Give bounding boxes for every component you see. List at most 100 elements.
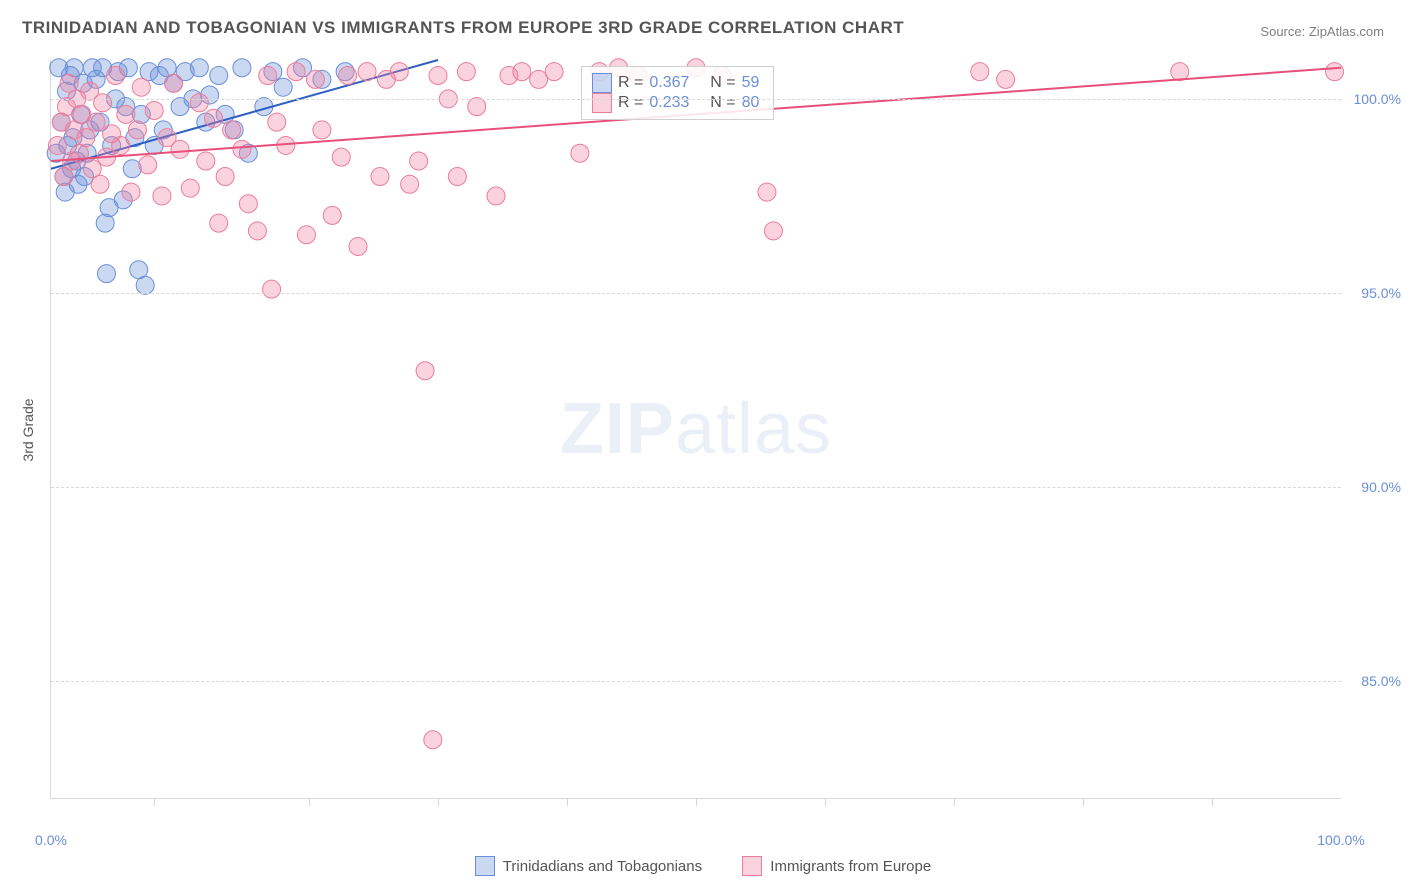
scatter-point: [1171, 63, 1189, 81]
gridline: [51, 293, 1341, 294]
scatter-chart: [51, 60, 1341, 798]
scatter-point: [233, 59, 251, 77]
scatter-point: [1326, 63, 1344, 81]
n-label: N =: [710, 94, 735, 112]
n-value-trinidad: 59: [742, 74, 760, 92]
legend-label-europe: Immigrants from Europe: [770, 858, 931, 875]
y-tick-label: 90.0%: [1346, 479, 1401, 495]
scatter-point: [457, 63, 475, 81]
gridline: [51, 487, 1341, 488]
scatter-point: [371, 168, 389, 186]
x-tick: [309, 798, 310, 806]
scatter-point: [758, 183, 776, 201]
n-label: N =: [710, 74, 735, 92]
y-axis-label: 3rd Grade: [20, 398, 36, 461]
scatter-point: [424, 731, 442, 749]
legend-row-trinidad: R = 0.367 N = 59: [592, 73, 759, 93]
correlation-legend: R = 0.367 N = 59 R = 0.233 N = 80: [581, 66, 774, 120]
scatter-point: [287, 63, 305, 81]
scatter-point: [122, 183, 140, 201]
scatter-point: [171, 140, 189, 158]
gridline: [51, 681, 1341, 682]
scatter-point: [339, 67, 357, 85]
scatter-point: [513, 63, 531, 81]
scatter-point: [313, 121, 331, 139]
scatter-point: [190, 59, 208, 77]
scatter-point: [358, 63, 376, 81]
scatter-point: [429, 67, 447, 85]
scatter-point: [259, 67, 277, 85]
scatter-point: [390, 63, 408, 81]
source-attribution: Source: ZipAtlas.com: [1260, 24, 1384, 39]
legend-item-europe: Immigrants from Europe: [742, 856, 931, 876]
r-label: R =: [618, 94, 643, 112]
scatter-point: [112, 136, 130, 154]
scatter-point: [323, 206, 341, 224]
scatter-point: [487, 187, 505, 205]
x-tick-label: 100.0%: [1317, 832, 1364, 848]
scatter-point: [233, 140, 251, 158]
plot-area: ZIPatlas R = 0.367 N = 59 R = 0.233 N = …: [50, 60, 1341, 799]
x-tick: [438, 798, 439, 806]
scatter-point: [332, 148, 350, 166]
scatter-point: [117, 105, 135, 123]
scatter-point: [268, 113, 286, 131]
legend-swatch-trinidad-bottom: [475, 856, 495, 876]
scatter-point: [571, 144, 589, 162]
scatter-point: [139, 156, 157, 174]
scatter-point: [349, 237, 367, 255]
legend-swatch-europe: [592, 93, 612, 113]
gridline: [51, 99, 1341, 100]
x-tick: [954, 798, 955, 806]
scatter-point: [468, 98, 486, 116]
r-label: R =: [618, 74, 643, 92]
scatter-point: [96, 214, 114, 232]
scatter-point: [306, 70, 324, 88]
scatter-point: [91, 175, 109, 193]
scatter-point: [190, 94, 208, 112]
scatter-point: [107, 67, 125, 85]
x-tick: [1212, 798, 1213, 806]
scatter-point: [210, 67, 228, 85]
scatter-point: [87, 113, 105, 131]
x-tick: [154, 798, 155, 806]
legend-label-trinidad: Trinidadians and Tobagonians: [503, 858, 702, 875]
x-tick: [567, 798, 568, 806]
legend-swatch-europe-bottom: [742, 856, 762, 876]
y-tick-label: 95.0%: [1346, 285, 1401, 301]
scatter-point: [94, 94, 112, 112]
scatter-point: [197, 152, 215, 170]
scatter-point: [77, 129, 95, 147]
scatter-point: [297, 226, 315, 244]
scatter-point: [136, 276, 154, 294]
y-tick-label: 85.0%: [1346, 673, 1401, 689]
scatter-point: [48, 136, 66, 154]
scatter-point: [274, 78, 292, 96]
scatter-point: [997, 70, 1015, 88]
scatter-point: [764, 222, 782, 240]
scatter-point: [145, 101, 163, 119]
scatter-point: [239, 195, 257, 213]
scatter-point: [545, 63, 563, 81]
scatter-point: [263, 280, 281, 298]
x-tick: [825, 798, 826, 806]
scatter-point: [971, 63, 989, 81]
legend-item-trinidad: Trinidadians and Tobagonians: [475, 856, 702, 876]
scatter-point: [205, 109, 223, 127]
legend-row-europe: R = 0.233 N = 80: [592, 93, 759, 113]
r-value-europe: 0.233: [649, 94, 689, 112]
y-tick-label: 100.0%: [1346, 91, 1401, 107]
source-label: Source:: [1260, 24, 1305, 39]
x-tick: [1083, 798, 1084, 806]
series-legend: Trinidadians and Tobagonians Immigrants …: [0, 856, 1406, 880]
scatter-point: [153, 187, 171, 205]
legend-swatch-trinidad: [592, 73, 612, 93]
scatter-point: [448, 168, 466, 186]
scatter-point: [128, 121, 146, 139]
scatter-point: [416, 362, 434, 380]
scatter-point: [248, 222, 266, 240]
scatter-point: [401, 175, 419, 193]
scatter-point: [216, 168, 234, 186]
scatter-point: [210, 214, 228, 232]
x-tick: [696, 798, 697, 806]
